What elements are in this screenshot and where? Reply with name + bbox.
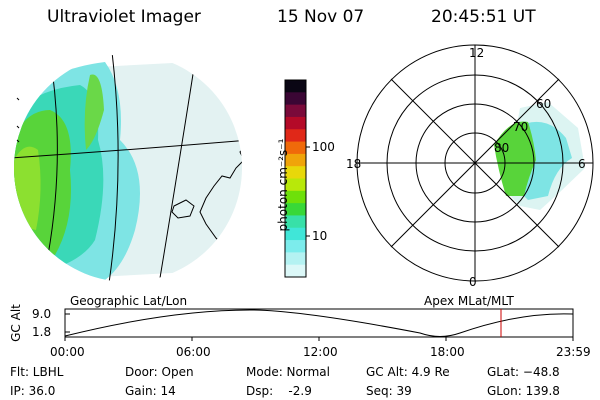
colorbar-tick-100: 100: [312, 140, 335, 154]
colorbar-unit-label: photon cm⁻²s⁻¹: [276, 138, 290, 232]
altitude-axis-label: GC Alt: [9, 304, 23, 342]
time-tick-0000: 00:00: [50, 345, 85, 359]
island-outline: [171, 199, 195, 219]
colorbar-swatch: [285, 203, 306, 216]
polar-panel-label: Apex MLat/MLT: [424, 294, 514, 308]
colorbar-swatch: [285, 252, 306, 266]
green-oval: [494, 121, 536, 196]
mode-value: Mode: Normal: [246, 365, 330, 379]
mlt-label-left: 18: [346, 157, 362, 171]
image-date: 15 Nov 07: [277, 7, 365, 27]
colorbar-swatch: [285, 153, 306, 167]
mlt-label-top: 12: [469, 46, 485, 60]
sequence-value: Seq: 39: [366, 384, 412, 398]
polar-mlt-panel: [356, 44, 594, 282]
mlt-label-right: 6: [578, 157, 586, 171]
glon-value: GLon: 139.8: [487, 384, 560, 398]
colorbar: [284, 79, 310, 278]
colorbar-swatch: [285, 190, 306, 204]
gain-value: Gain: 14: [125, 384, 176, 398]
altitude-ytick-top: 9.0: [32, 307, 52, 321]
mlat-label-70: 70: [513, 120, 529, 134]
dsp-value: Dsp: -2.9: [246, 384, 312, 398]
longitude-line: [107, 54, 119, 282]
altitude-curve: [64, 309, 574, 337]
altitude-plot: [64, 308, 574, 341]
colorbar-swatch: [285, 264, 306, 278]
filter-value: Flt: LBHL: [10, 365, 64, 379]
green-streak: [84, 74, 104, 150]
time-tick-1800: 18:00: [430, 345, 465, 359]
geographic-panel-label: Geographic Lat/Lon: [70, 294, 188, 308]
door-status: Door: Open: [125, 365, 194, 379]
colorbar-swatch: [285, 215, 306, 229]
coastline: [199, 144, 242, 247]
colorbar-swatch: [285, 116, 306, 130]
colorbar-swatch: [285, 178, 306, 192]
colorbar-frame: [284, 79, 307, 278]
image-time: 20:45:51 UT: [431, 7, 536, 27]
time-tick-1200: 12:00: [303, 345, 338, 359]
glat-value: GLat: −48.8: [487, 365, 560, 379]
ip-value: IP: 36.0: [10, 384, 56, 398]
time-tick-2359: 23:59: [556, 345, 591, 359]
yellow-green-core: [14, 146, 41, 230]
colorbar-swatch: [285, 80, 306, 93]
mlat-label-80: 80: [494, 141, 510, 155]
mlt-label-bottom: 0: [469, 275, 477, 289]
longitude-line: [157, 54, 197, 282]
latitude-line: [14, 139, 242, 159]
geographic-map-panel: [14, 54, 242, 282]
colorbar-swatch: [285, 227, 306, 241]
colorbar-swatch: [285, 166, 306, 179]
colorbar-tick-10: 10: [312, 229, 328, 243]
mlat-label-60: 60: [536, 97, 552, 111]
colorbar-swatch: [285, 141, 306, 155]
instrument-title: Ultraviolet Imager: [47, 7, 201, 27]
colorbar-swatch: [285, 240, 306, 253]
colorbar-swatch: [285, 129, 306, 143]
gc-altitude-value: GC Alt: 4.9 Re: [366, 365, 450, 379]
colorbar-swatch: [285, 104, 306, 118]
colorbar-swatch: [285, 92, 306, 106]
altitude-ytick-bottom: 1.8: [32, 325, 52, 339]
coastline: [231, 57, 242, 101]
time-tick-0600: 06:00: [176, 345, 211, 359]
